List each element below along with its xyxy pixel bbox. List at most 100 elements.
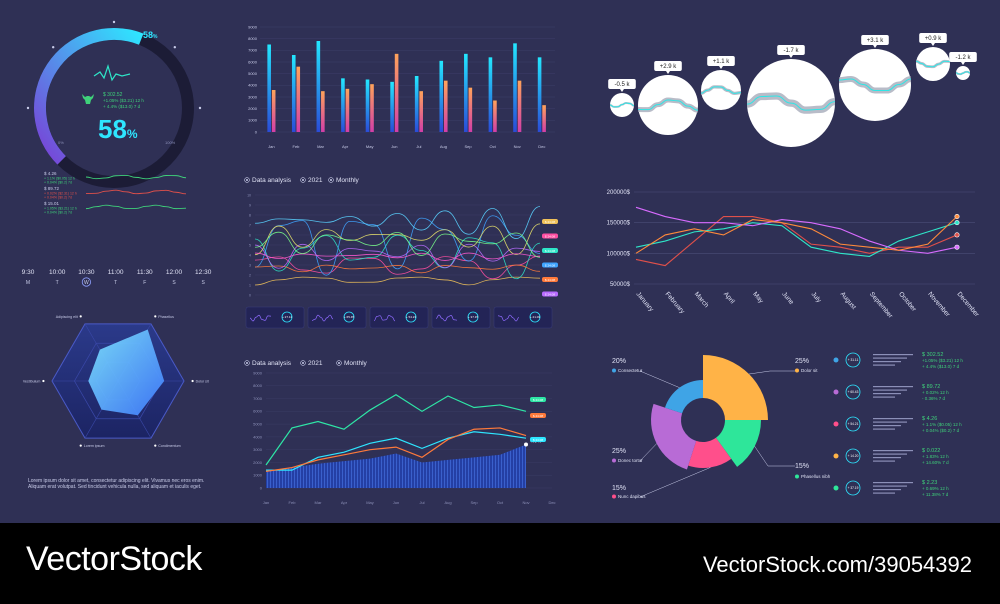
legend-placeholder-line <box>873 354 913 356</box>
bar-xtick: Jun <box>391 144 397 149</box>
legend-ring-value: + 54.21 <box>848 422 859 426</box>
radio-button[interactable] <box>244 360 250 366</box>
radar-axis-label: Lorem ipsum <box>84 444 105 448</box>
donut-pct-label: 20% <box>612 358 626 365</box>
multiline-ytick: 5 <box>249 243 251 247</box>
timeline: 9:30 M 10:00 T 10:30 W 11:00 T 11:30 F 12:00 S 12:30… <box>22 269 212 287</box>
bubble-label: +2.9 k <box>660 64 678 70</box>
area-xtick: Sep <box>470 500 478 505</box>
donut-slice <box>650 403 697 470</box>
bubble-chart: -0.5 k +2.9 k +1.1 k -1.7 k +3.1 k +0.9 k -1.2… <box>608 33 977 147</box>
radio-button[interactable] <box>300 360 306 366</box>
radio-button[interactable] <box>328 177 334 183</box>
donut-slice <box>715 420 761 467</box>
area-xtick: Oct <box>497 500 504 505</box>
radio-label: Data analysis <box>252 177 292 184</box>
legend-line1: +1.05% ($3.21) 12 h <box>922 358 963 363</box>
legend-ring <box>845 448 861 464</box>
month-series-end <box>954 214 960 220</box>
month-series-end <box>954 244 960 250</box>
multiline-ytick: 4 <box>249 253 251 257</box>
stat-card-ring <box>405 311 417 323</box>
radar-axis-dot <box>154 315 157 318</box>
bar-ytick: 6000 <box>248 59 258 64</box>
donut-leader <box>639 370 680 388</box>
multiline-series <box>254 276 541 286</box>
legend-line2: + 4.4% ($13.0) 7 d <box>922 364 960 369</box>
month-xtick: July <box>810 291 823 305</box>
multiline-tag <box>542 277 558 282</box>
month-xtick: April <box>722 291 736 306</box>
bar-xtick: May <box>366 144 374 149</box>
bar <box>394 53 399 133</box>
gauge-tick-dot <box>26 106 30 110</box>
bubble-label-pointer <box>873 45 877 48</box>
bar-ytick: 8000 <box>248 36 258 41</box>
mini-series-line2: + 0.04% ($0.2) 7d <box>44 181 72 185</box>
mini-series-line2: + 0.04% ($0.2) 7d <box>44 196 72 200</box>
mini-series-line1: + 1.1% ($0.05) 12 h <box>44 177 75 181</box>
bar-xtick: Jul <box>416 144 421 149</box>
area-xtick: Jul <box>419 500 424 505</box>
month-series <box>635 215 958 267</box>
area-tag <box>530 413 546 418</box>
stat-card[interactable] <box>493 306 553 329</box>
radio-button[interactable] <box>244 177 250 183</box>
legend-placeholder-line <box>873 485 907 487</box>
area-ytick: 1000 <box>253 473 263 478</box>
bar <box>267 44 271 132</box>
radar-caption-line-2: Aliquam erat volutpat. Sed tincidunt veh… <box>28 484 202 490</box>
donut-pct-label: 25% <box>612 448 626 455</box>
multiline-ytick: 3 <box>249 263 251 267</box>
radar-axis-label: Phasellus <box>158 315 174 319</box>
stat-card[interactable] <box>369 306 429 329</box>
legend-placeholder-line <box>873 489 901 491</box>
bar-chart: 0 1000 2000 3000 4000 5000 6000 7000 8000 9000 Jan… <box>248 24 555 149</box>
bubble-label-box <box>777 45 805 55</box>
legend-line1: + 1.83% 12 h <box>922 454 949 459</box>
month-xtick: September <box>868 291 894 320</box>
timeline-time: 12:00 <box>166 269 183 276</box>
month-series-end <box>954 220 960 226</box>
month-series-end <box>954 232 960 238</box>
area-xtick: Apr <box>341 500 348 505</box>
mini-series-value: $ 4.26 <box>44 171 57 176</box>
bar <box>419 91 423 132</box>
bar <box>517 80 522 132</box>
bar <box>321 91 325 132</box>
donut-legend-dot <box>795 368 799 373</box>
bar-ytick: 1000 <box>248 118 258 123</box>
legend-ring <box>845 384 861 400</box>
timeline-day: M <box>26 280 30 286</box>
legend-placeholder-line <box>873 460 895 462</box>
bar <box>414 76 419 132</box>
bubble-label-pointer <box>620 89 624 92</box>
mini-series-sparkline <box>85 189 187 195</box>
bar-ytick: 2000 <box>248 106 258 111</box>
bubble-label-pointer <box>719 66 723 69</box>
radio-button[interactable] <box>300 177 306 183</box>
radio-button[interactable] <box>336 360 342 366</box>
legend-ring <box>845 352 861 368</box>
area-series-teal <box>265 394 527 466</box>
legend-placeholder-line <box>873 357 907 359</box>
area-tag <box>530 437 546 442</box>
legend-value: $ 4.26 <box>922 416 937 422</box>
area-panel: Data analysis 2021 Monthly 0 1000 2000 3000 400… <box>244 360 556 505</box>
month-ytick: 100000$ <box>607 251 631 257</box>
month-xtick: November <box>926 291 951 319</box>
bubble-label-pointer <box>961 62 965 65</box>
bubble <box>638 75 698 135</box>
bar-xtick: Feb <box>293 144 301 149</box>
timeline-time: 9:30 <box>22 269 35 276</box>
month-xtick: May <box>751 291 765 305</box>
stat-card-spark <box>249 314 272 322</box>
bar-ytick: 4000 <box>248 83 258 88</box>
stat-card[interactable] <box>245 306 305 329</box>
legend-placeholder-line <box>873 396 895 398</box>
legend-line2: + 11.38% 7 d <box>922 492 949 497</box>
gauge-stat-line1: +1.05% ($3.21) 12 h <box>103 98 144 103</box>
timeline-active-ring[interactable] <box>81 277 92 287</box>
multiline-series <box>254 234 541 280</box>
donut-legend-dot <box>795 474 799 479</box>
